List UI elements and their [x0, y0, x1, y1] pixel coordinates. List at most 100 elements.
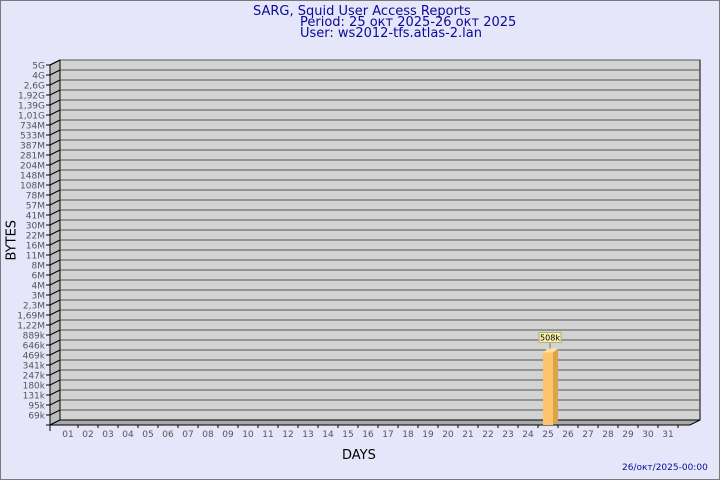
y-tick-label: 148M [20, 172, 45, 182]
bar-day-25 [543, 352, 553, 425]
y-tick-depth [49, 99, 61, 106]
data-label-box [538, 332, 562, 344]
y-tick-depth [49, 169, 61, 176]
y-tick-label: 41M [26, 212, 45, 222]
x-tick-label: 10 [242, 430, 254, 440]
y-tick-label: 469k [23, 352, 46, 362]
x-tick-label: 16 [362, 430, 374, 440]
y-tick-depth [49, 279, 61, 286]
y-tick-depth [49, 399, 61, 406]
x-tick-label: 21 [462, 430, 473, 440]
y-tick-label: 108M [20, 182, 45, 192]
y-tick-depth [49, 119, 61, 126]
x-tick-label: 04 [122, 430, 134, 440]
y-tick-depth [49, 289, 61, 296]
x-tick-label: 25 [542, 430, 553, 440]
x-tick-label: 19 [422, 430, 434, 440]
x-axis-label: DAYS [342, 448, 376, 463]
y-tick-depth [49, 389, 61, 396]
x-tick-label: 24 [522, 430, 534, 440]
y-tick-label: 4M [32, 282, 46, 292]
y-tick-depth [49, 89, 61, 96]
y-tick-label: 387M [20, 142, 45, 152]
x-tick-label: 20 [442, 430, 454, 440]
x-tick-label: 06 [162, 430, 174, 440]
y-tick-depth [49, 139, 61, 146]
y-tick-label: 1,01G [18, 112, 45, 122]
x-tick-label: 22 [482, 430, 493, 440]
y-tick-depth [49, 109, 61, 116]
y-tick-depth [49, 129, 61, 136]
y-tick-depth [49, 219, 61, 226]
chart-title: SARG, Squid User Access Reports [253, 4, 471, 19]
y-tick-label: 247k [23, 372, 46, 382]
plot-floor [49, 419, 701, 426]
y-tick-depth [49, 319, 61, 326]
y-tick-depth [49, 79, 61, 86]
data-label: 508k [540, 334, 560, 343]
x-tick-label: 23 [502, 430, 513, 440]
chart-period: Period: 25 окт 2025-26 окт 2025 [300, 15, 517, 30]
x-tick-label: 31 [662, 430, 673, 440]
x-tick-label: 18 [402, 430, 414, 440]
y-tick-label: 1,69M [17, 312, 45, 322]
x-tick-label: 03 [102, 430, 113, 440]
x-tick-label: 14 [322, 430, 334, 440]
y-tick-label: 5G [32, 62, 45, 72]
y-tick-label: 1,92G [18, 92, 45, 102]
y-tick-depth [49, 329, 61, 336]
y-tick-depth [49, 259, 61, 266]
y-tick-depth [49, 199, 61, 206]
y-tick-label: 95k [28, 402, 45, 412]
y-tick-label: 4G [32, 72, 45, 82]
y-tick-label: 1,39G [18, 102, 45, 112]
y-tick-depth [49, 349, 61, 356]
x-tick-label: 01 [62, 430, 73, 440]
x-tick-label: 26 [562, 430, 574, 440]
y-tick-depth [49, 379, 61, 386]
y-tick-depth [49, 59, 61, 66]
y-tick-depth [49, 189, 61, 196]
y-tick-label: 69k [28, 412, 45, 422]
y-tick-depth [49, 249, 61, 256]
y-tick-depth [49, 309, 61, 316]
x-tick-label: 29 [622, 430, 634, 440]
y-tick-label: 11M [26, 252, 45, 262]
y-tick-label: 131k [23, 392, 46, 402]
y-tick-label: 16M [26, 242, 45, 252]
y-tick-depth [49, 339, 61, 346]
y-tick-label: 646k [23, 342, 46, 352]
y-tick-depth [49, 269, 61, 276]
y-tick-depth [49, 359, 61, 366]
y-tick-label: 533M [20, 132, 45, 142]
y-tick-depth [49, 239, 61, 246]
x-tick-label: 17 [382, 430, 393, 440]
x-tick-label: 05 [142, 430, 153, 440]
x-tick-label: 07 [182, 430, 193, 440]
x-tick-label: 27 [582, 430, 593, 440]
y-tick-label: 8M [32, 262, 46, 272]
y-tick-label: 889k [23, 332, 46, 342]
y-tick-depth [49, 409, 61, 416]
y-tick-depth [49, 149, 61, 156]
y-tick-depth [49, 229, 61, 236]
y-tick-depth [49, 159, 61, 166]
y-tick-depth [49, 69, 61, 76]
y-tick-label: 281M [20, 152, 45, 162]
x-tick-label: 15 [342, 430, 353, 440]
bar-top [543, 348, 558, 353]
y-tick-depth [49, 299, 61, 306]
y-tick-label: 3M [32, 292, 46, 302]
y-tick-label: 30M [26, 222, 45, 232]
y-tick-label: 78M [26, 192, 45, 202]
x-tick-label: 13 [302, 430, 313, 440]
x-tick-label: 08 [202, 430, 214, 440]
x-tick-label: 11 [262, 430, 273, 440]
y-tick-label: 204M [20, 162, 45, 172]
y-tick-depth [49, 369, 61, 376]
bar-side [553, 348, 558, 425]
x-tick-label: 09 [222, 430, 234, 440]
y-tick-label: 2,6G [24, 82, 45, 92]
x-tick-label: 02 [82, 430, 93, 440]
